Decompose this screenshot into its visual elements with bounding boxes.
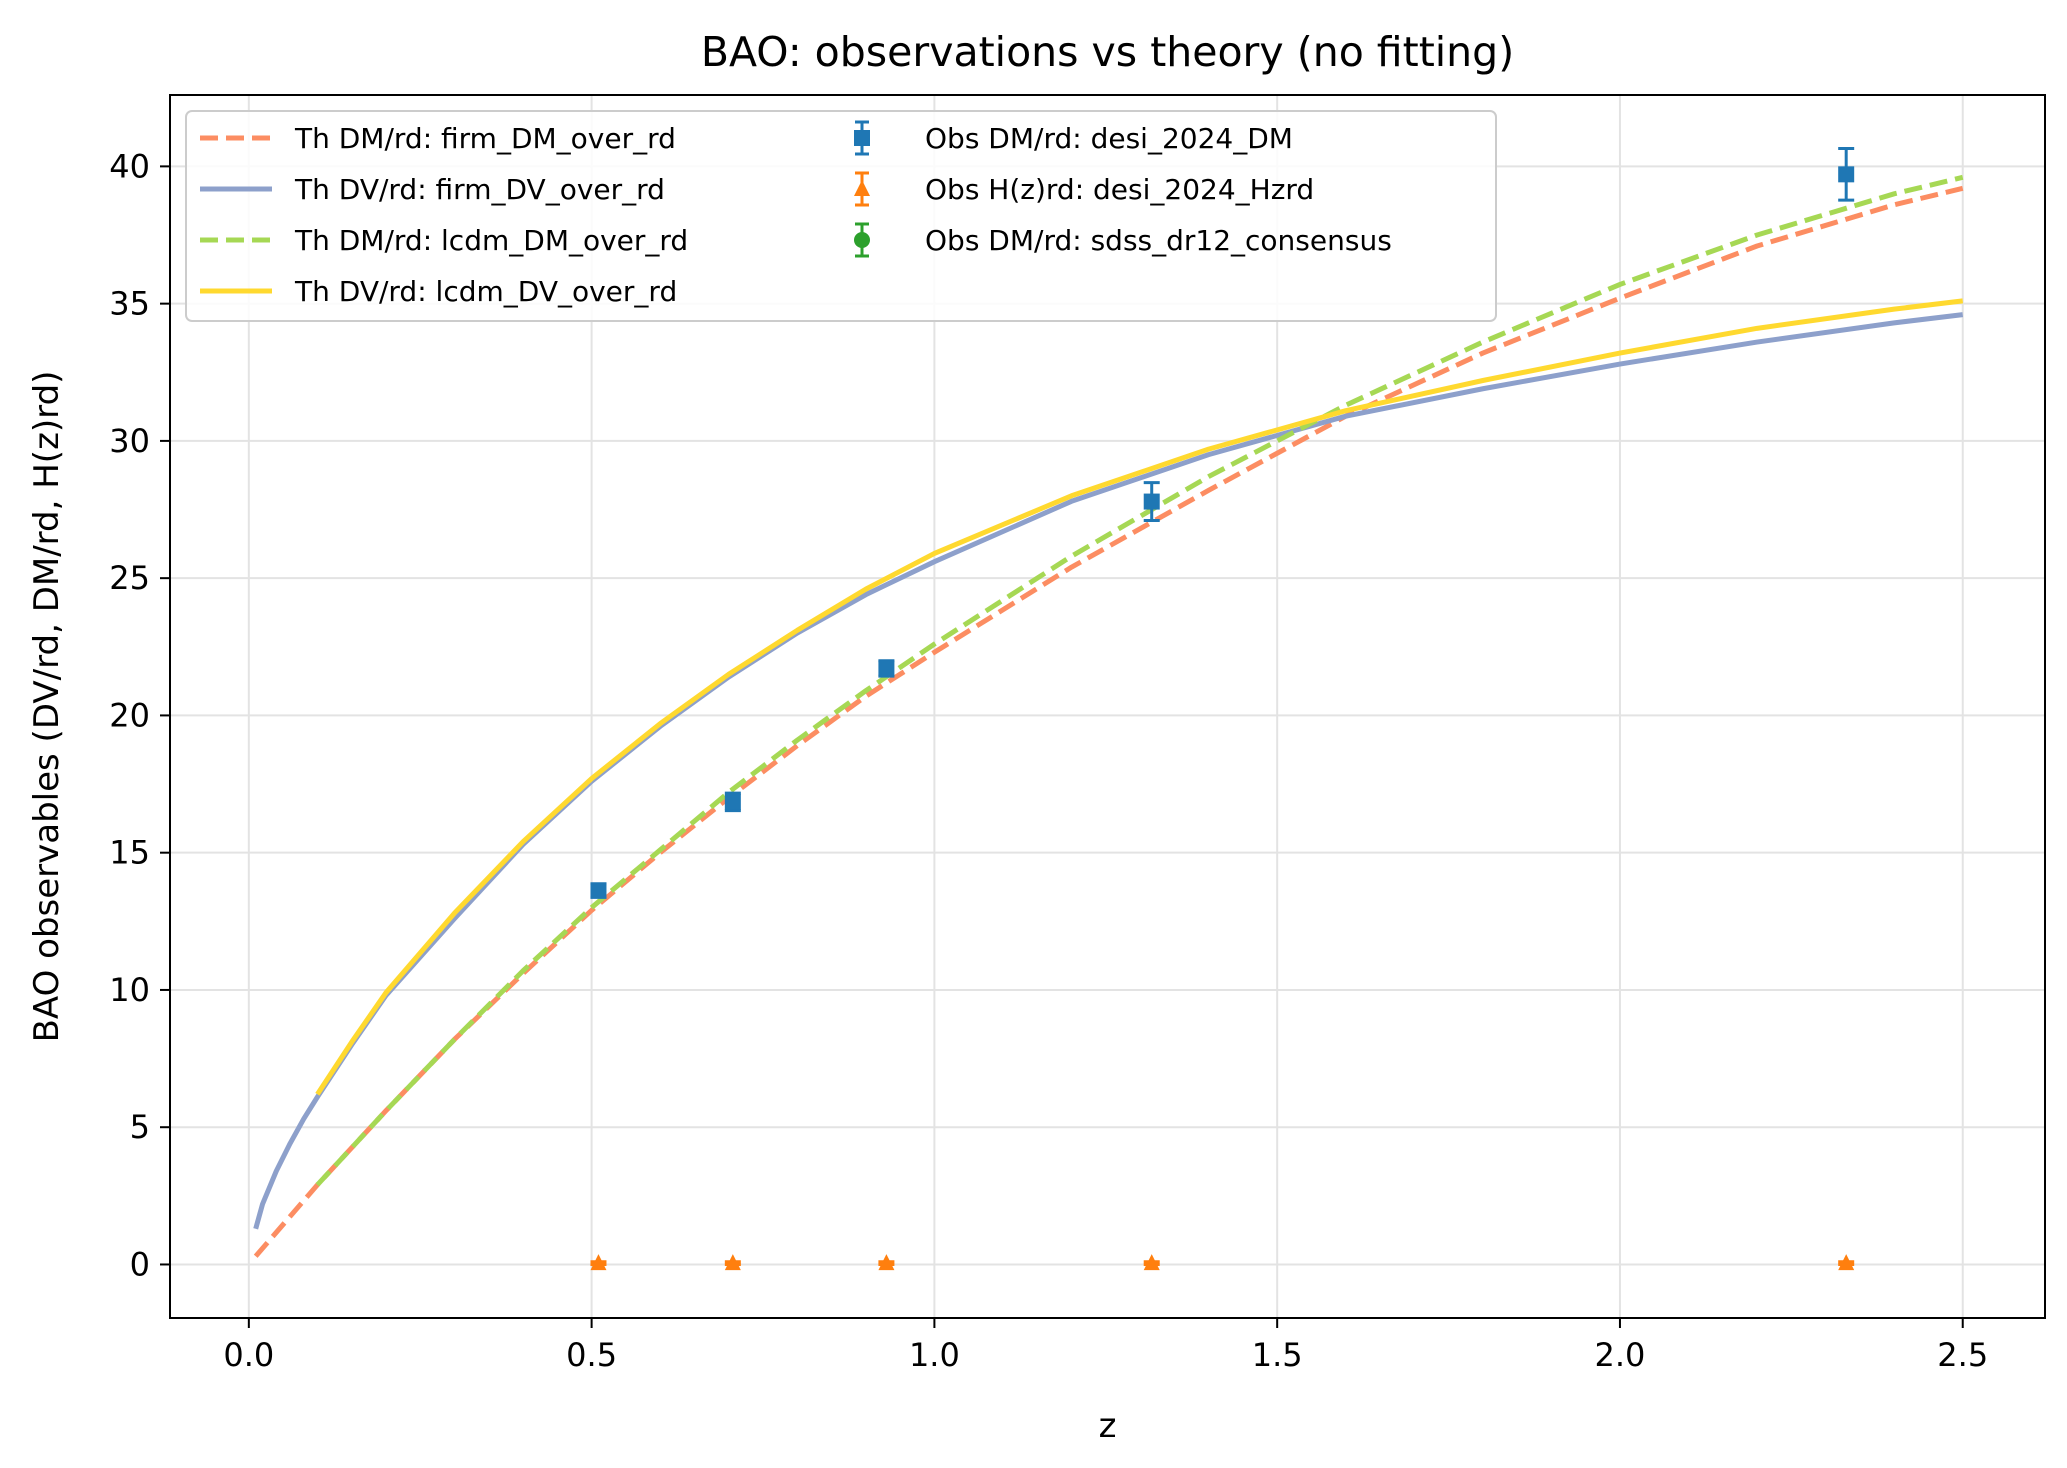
obs-marker <box>724 793 741 810</box>
y-tick-label: 35 <box>109 285 150 323</box>
obs-marker <box>724 1254 741 1271</box>
obs-marker <box>1838 166 1855 183</box>
x-axis-ticks: 0.0 0.5 1.0 1.5 2.0 2.5 <box>223 1318 1988 1374</box>
legend-label: Th DM/rd: firm_DM_over_rd <box>294 122 676 155</box>
x-tick-label: 1.5 <box>1252 1336 1303 1374</box>
legend-entry-obs-dm-rd-desi-2024-dm: Obs DM/rd: desi_2024_DM <box>854 120 1293 156</box>
legend-entry-th-dm-rd-firm-dm-over-rd: Th DM/rd: firm_DM_over_rd <box>200 122 676 155</box>
obs-point-obs-h-z-rd-desi-2024-hzrd <box>1143 1254 1160 1271</box>
grid <box>170 95 2045 1318</box>
y-tick-label: 10 <box>109 971 150 1009</box>
legend-entry-th-dm-rd-lcdm-dm-over-rd: Th DM/rd: lcdm_DM_over_rd <box>200 224 688 257</box>
y-axis-label: BAO observables (DV/rd, DM/rd, H(z)rd) <box>27 371 67 1043</box>
series-layer <box>253 174 1964 1258</box>
series-line-th-dm-rd-lcdm-dm-over-rd <box>315 174 1964 1187</box>
obs-point-obs-h-z-rd-desi-2024-hzrd <box>1838 1254 1855 1271</box>
obs-point-obs-dm-rd-desi-2024-dm <box>590 882 607 899</box>
obs-point-obs-h-z-rd-desi-2024-hzrd <box>878 1254 895 1271</box>
obs-marker <box>590 1254 607 1271</box>
x-tick-label: 2.0 <box>1595 1336 1646 1374</box>
y-tick-label: 25 <box>109 559 150 597</box>
axes-frame <box>169 94 2046 1319</box>
series-line-th-dv-rd-lcdm-dv-over-rd <box>315 298 1964 1096</box>
y-tick-label: 40 <box>109 147 150 185</box>
y-tick-label: 20 <box>109 696 150 734</box>
legend-entry-th-dv-rd-lcdm-dv-over-rd: Th DV/rd: lcdm_DV_over_rd <box>200 275 677 308</box>
chart-title: BAO: observations vs theory (no fitting) <box>701 28 1514 76</box>
obs-point-obs-dm-rd-desi-2024-dm <box>1143 481 1160 523</box>
obs-point-obs-h-z-rd-desi-2024-hzrd <box>590 1254 607 1271</box>
y-tick-label: 5 <box>130 1108 150 1146</box>
obs-point-obs-dm-rd-desi-2024-dm <box>724 791 741 813</box>
y-tick-label: 0 <box>130 1245 150 1283</box>
obs-marker <box>878 660 895 677</box>
y-axis-ticks: 0 5 10 15 20 25 30 35 40 <box>109 147 170 1283</box>
obs-point-obs-dm-rd-desi-2024-dm <box>1838 147 1855 202</box>
y-tick-label: 15 <box>109 834 150 872</box>
x-tick-label: 0.0 <box>223 1336 274 1374</box>
obs-marker <box>1838 1254 1855 1271</box>
y-tick-label: 30 <box>109 422 150 460</box>
legend-swatch-marker <box>854 232 870 248</box>
legend-entry-obs-h-z-rd-desi-2024-hzrd: Obs H(z)rd: desi_2024_Hzrd <box>854 171 1314 207</box>
legend-label: Obs DM/rd: sdss_dr12_consensus <box>925 224 1392 257</box>
legend-label: Obs H(z)rd: desi_2024_Hzrd <box>925 173 1314 206</box>
obs-marker <box>1143 493 1160 510</box>
obs-point-obs-h-z-rd-desi-2024-hzrd <box>724 1254 741 1271</box>
obs-marker <box>590 882 607 899</box>
legend-label: Th DV/rd: firm_DV_over_rd <box>294 173 665 206</box>
legend-entry-obs-dm-rd-sdss-dr12-consensus: Obs DM/rd: sdss_dr12_consensus <box>854 222 1392 258</box>
legend-entry-th-dv-rd-firm-dv-over-rd: Th DV/rd: firm_DV_over_rd <box>200 173 665 206</box>
obs-marker <box>878 1254 895 1271</box>
x-tick-label: 0.5 <box>566 1336 617 1374</box>
legend: Th DM/rd: firm_DM_over_rd Th DV/rd: firm_… <box>185 110 1497 322</box>
legend-label: Th DV/rd: lcdm_DV_over_rd <box>294 275 677 308</box>
observations-layer <box>590 147 1855 1271</box>
obs-marker <box>1143 1254 1160 1271</box>
x-tick-label: 2.5 <box>1937 1336 1988 1374</box>
legend-label: Th DM/rd: lcdm_DM_over_rd <box>294 224 688 257</box>
obs-point-obs-dm-rd-desi-2024-dm <box>878 659 895 678</box>
x-tick-label: 1.0 <box>909 1336 960 1374</box>
legend-label: Obs DM/rd: desi_2024_DM <box>925 122 1293 155</box>
legend-box <box>185 110 1497 322</box>
legend-swatch-marker <box>854 130 870 146</box>
x-axis-label: z <box>1099 1406 1117 1446</box>
legend-swatch-marker <box>854 180 870 196</box>
